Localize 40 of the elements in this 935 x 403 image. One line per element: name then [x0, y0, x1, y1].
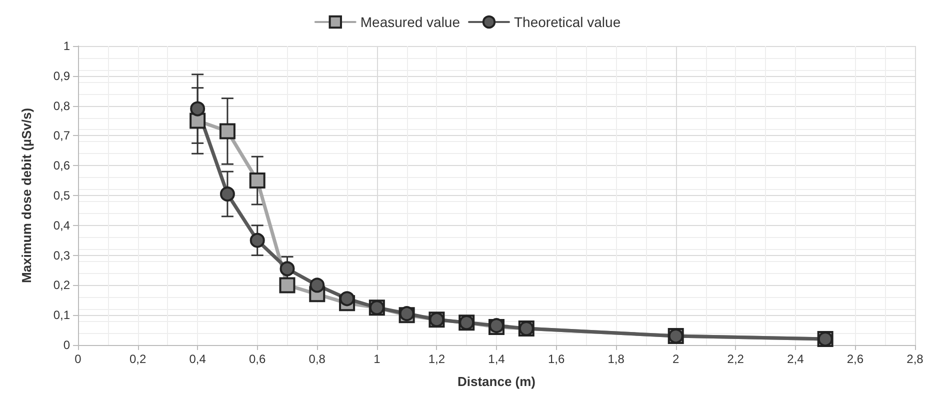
- y-tick-label: 0,1: [53, 308, 70, 322]
- y-tick-label: 0,6: [53, 158, 70, 173]
- x-tick-label: 2: [672, 352, 680, 366]
- x-tick-label: 2,2: [727, 352, 744, 366]
- x-tick-label: 0,2: [129, 352, 146, 366]
- point: [310, 278, 325, 293]
- x-tick-label: 1,8: [608, 352, 625, 366]
- legend-label: Theoretical value: [514, 14, 621, 30]
- y-tick-label: 0: [63, 338, 70, 352]
- y-axis-title: Maximum dose debit (µSv/s): [19, 108, 34, 284]
- point: [219, 123, 236, 140]
- y-tick-label: 1: [63, 39, 70, 53]
- x-tick-label: 1,4: [488, 352, 506, 366]
- y-tick-label: 0,3: [53, 248, 70, 262]
- point: [279, 277, 296, 294]
- x-tick-label: 2,4: [787, 352, 804, 366]
- y-tick-label: 0,2: [53, 278, 70, 292]
- point: [220, 186, 235, 202]
- y-tick-label: 0,9: [53, 68, 70, 83]
- point: [250, 232, 265, 248]
- y-tick-label: 0,4: [53, 218, 70, 232]
- point: [340, 291, 355, 306]
- point: [280, 261, 295, 276]
- x-tick-label: 0,6: [249, 352, 266, 366]
- x-tick-label: 1,2: [428, 352, 446, 366]
- x-tick-label: 1: [374, 352, 381, 366]
- point: [190, 112, 206, 129]
- y-tick-label: 0,7: [53, 128, 70, 143]
- x-tick-label: 2,8: [906, 352, 924, 366]
- point: [249, 172, 266, 189]
- y-tick-label: 0,5: [53, 188, 70, 202]
- x-tick-label: 0: [74, 352, 82, 366]
- x-tick-label: 1,6: [548, 352, 565, 366]
- y-tick-label: 0,8: [53, 98, 70, 113]
- x-tick-label: 0,4: [189, 352, 206, 366]
- point: [190, 101, 206, 116]
- x-tick-label: 0,8: [308, 352, 326, 366]
- legend-label: Measured value: [360, 14, 460, 30]
- x-axis-title: Distance (m): [457, 374, 536, 389]
- x-tick-label: 2,6: [846, 352, 864, 366]
